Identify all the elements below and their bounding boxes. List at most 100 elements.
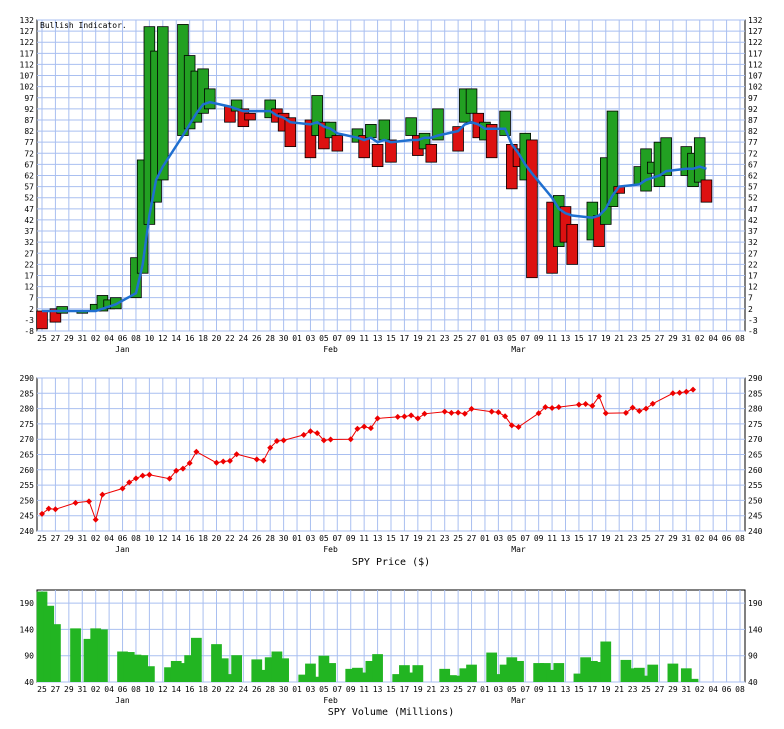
- x-tick-label: 13: [561, 334, 571, 343]
- y-tick-label-right: 275: [748, 420, 763, 429]
- x-tick-label: 19: [601, 685, 611, 694]
- x-tick-label: 08: [735, 534, 745, 543]
- x-tick-label: 18: [198, 685, 208, 694]
- volume-bar: [117, 651, 128, 682]
- bullish-bar-up: [432, 108, 444, 141]
- price-point: [347, 436, 354, 443]
- x-tick-label: 31: [77, 534, 87, 543]
- x-tick-label: 23: [628, 534, 638, 543]
- price-point: [119, 485, 126, 492]
- x-tick-label: 16: [185, 685, 195, 694]
- price-point: [602, 410, 609, 417]
- volume-bar: [553, 663, 565, 682]
- bullish-average-line: [42, 100, 707, 313]
- x-tick-label: 27: [655, 334, 665, 343]
- x-tick-label: 06: [118, 534, 128, 543]
- bullish-bar-down: [371, 143, 384, 168]
- price-point: [690, 386, 697, 393]
- x-tick-label: 11: [547, 334, 557, 343]
- volume-bar: [459, 668, 471, 682]
- price-point: [146, 471, 153, 478]
- y-tick-label-right: 190: [748, 599, 763, 608]
- volume-bar: [36, 591, 48, 682]
- x-tick-label: 07: [520, 685, 530, 694]
- bullish-bar-down: [358, 135, 370, 159]
- bullish-bar-down: [304, 119, 317, 159]
- price-point: [535, 410, 542, 417]
- x-tick-label: 09: [534, 334, 544, 343]
- x-tick-label: 03: [306, 334, 316, 343]
- x-tick-label: 20: [212, 534, 222, 543]
- bullish-bar-down: [700, 179, 713, 203]
- price-point: [166, 475, 173, 482]
- volume-bar: [70, 628, 81, 682]
- x-tick-label: 04: [104, 534, 114, 543]
- x-tick-label: 25: [641, 685, 651, 694]
- y-tick-label-left: 245: [20, 512, 35, 521]
- x-tick-label: 09: [534, 685, 544, 694]
- y-tick-label-right: 132: [748, 16, 763, 25]
- x-tick-label: 08: [735, 334, 745, 343]
- price-point: [622, 409, 629, 416]
- volume-bar: [600, 641, 612, 682]
- x-tick-label: 27: [51, 685, 61, 694]
- volume-bar: [405, 672, 417, 682]
- volume-bar: [680, 668, 692, 682]
- x-tick-label: 21: [614, 534, 624, 543]
- volume-bar: [633, 667, 645, 682]
- x-tick-label: 01: [292, 534, 302, 543]
- price-point: [132, 475, 139, 482]
- volume-bar: [446, 675, 457, 682]
- volume-bar: [493, 674, 504, 682]
- y-tick-label-right: 102: [748, 83, 763, 92]
- y-tick-label-right: 245: [748, 512, 763, 521]
- volume-bar: [318, 655, 330, 682]
- x-tick-label: 12: [158, 334, 168, 343]
- price-point: [636, 408, 643, 415]
- price-point: [629, 404, 636, 411]
- y-tick-label-left: 40: [24, 678, 34, 687]
- bullish-bar-up: [204, 88, 216, 110]
- x-tick-label: 19: [413, 685, 423, 694]
- volume-bar: [580, 657, 592, 682]
- volume-bar: [352, 667, 363, 682]
- month-label: Mar: [511, 545, 526, 554]
- bullish-bar-up: [418, 132, 431, 150]
- price-point: [92, 516, 99, 523]
- bullish-bar-down: [49, 308, 62, 323]
- price-point: [575, 401, 582, 408]
- x-tick-label: 31: [681, 334, 691, 343]
- x-tick-label: 08: [131, 685, 141, 694]
- volume-bar: [486, 652, 498, 682]
- volume-bar: [97, 629, 108, 682]
- x-tick-label: 09: [346, 534, 356, 543]
- price-point: [414, 415, 421, 422]
- y-tick-label-left: 127: [20, 27, 35, 36]
- x-tick-label: 15: [574, 685, 584, 694]
- price-point: [139, 472, 146, 479]
- x-tick-label: 26: [252, 685, 262, 694]
- y-tick-label-right: 260: [748, 466, 763, 475]
- bullish-bar-up: [693, 137, 706, 183]
- volume-bar: [539, 663, 551, 682]
- x-tick-label: 20: [212, 334, 222, 343]
- month-label: Feb: [323, 545, 338, 554]
- volume-bar: [627, 668, 638, 682]
- volume-bar: [452, 675, 464, 682]
- y-tick-label-right: 52: [748, 194, 758, 203]
- x-tick-label: 27: [655, 534, 665, 543]
- volume-bar: [499, 664, 511, 682]
- price-point: [186, 460, 193, 467]
- y-tick-label-left: 52: [24, 194, 34, 203]
- x-tick-label: 08: [131, 334, 141, 343]
- volume-bar: [251, 659, 263, 682]
- x-tick-label: 08: [735, 685, 745, 694]
- month-label: Jan: [115, 545, 130, 554]
- x-tick-label: 07: [332, 534, 342, 543]
- y-tick-label-left: 67: [24, 160, 34, 169]
- x-tick-label: 05: [319, 534, 329, 543]
- x-tick-label: 11: [359, 534, 369, 543]
- y-tick-label-left: 290: [20, 374, 35, 383]
- month-label: Jan: [115, 696, 130, 705]
- price-axis-label: SPY Price ($): [352, 557, 430, 568]
